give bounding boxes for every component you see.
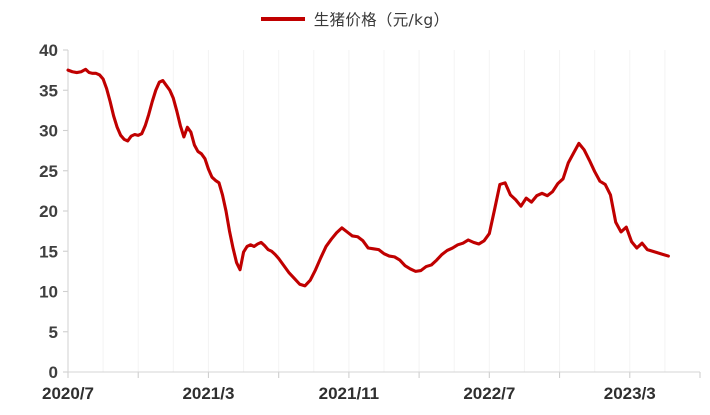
x-tick-label: 2022/7 [463, 384, 515, 403]
x-axis-labels: 2020/7 2021/3 2021/11 2022/7 2023/3 [42, 384, 656, 403]
x-tick-label: 2021/11 [319, 384, 380, 403]
x-tick-label: 2021/3 [182, 384, 234, 403]
legend-label: 生猪价格（元/kg） [313, 11, 450, 29]
y-tick-label: 0 [49, 363, 58, 382]
y-tick-label: 20 [39, 202, 58, 221]
price-line-series [66, 67, 670, 288]
y-tick-label: 25 [39, 162, 58, 181]
gridlines [102, 50, 666, 372]
legend-color-swatch [260, 17, 305, 21]
axis-ticks [63, 49, 701, 378]
y-tick-label: 15 [39, 242, 58, 261]
y-tick-label: 35 [39, 81, 58, 100]
y-tick-label: 30 [39, 122, 58, 141]
x-tick-label: 2020/7 [42, 384, 94, 403]
y-tick-label: 10 [39, 283, 58, 302]
chart-legend: 生猪价格（元/kg） [0, 4, 710, 34]
y-tick-label: 40 [39, 41, 58, 60]
y-axis-labels: 0 5 10 15 20 25 30 35 40 [39, 41, 58, 382]
y-tick-label: 5 [49, 323, 58, 342]
x-tick-label: 2023/3 [604, 384, 656, 403]
